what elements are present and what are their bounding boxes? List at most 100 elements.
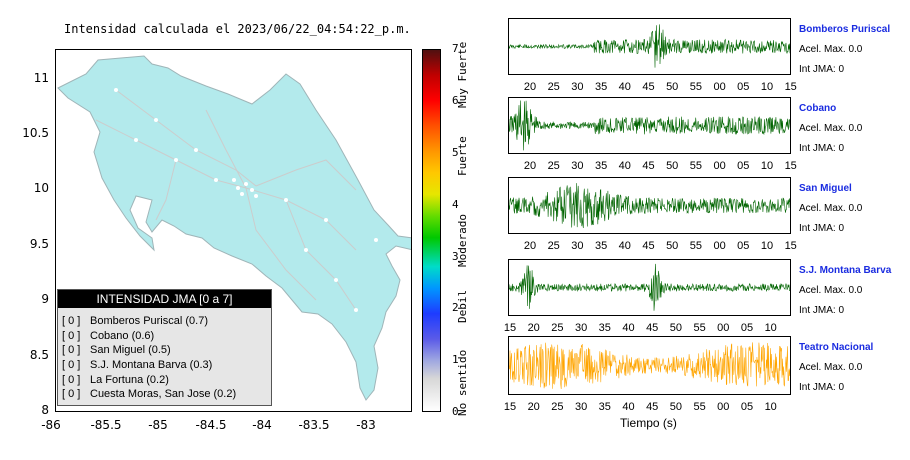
station-name: Cobano xyxy=(799,103,837,114)
legend-bracket: [ 0 ] xyxy=(62,344,81,357)
colorbar-tick: 1 xyxy=(452,353,459,367)
time-tick-label: 35 xyxy=(594,160,608,172)
land-polygon xyxy=(57,55,411,401)
time-tick-label: 20 xyxy=(523,160,537,172)
time-tick-label: 30 xyxy=(574,401,588,413)
time-tick-label: 50 xyxy=(666,240,679,252)
time-tick-label: 10 xyxy=(764,322,777,334)
time-tick-label: 55 xyxy=(693,401,706,413)
colorbar-tick: 6 xyxy=(452,94,459,108)
legend-entry: [ 0 ] San Miguel (0.5) xyxy=(62,343,271,358)
station-jma-intensity: Int JMA: 0 xyxy=(799,382,845,393)
time-tick-label: 35 xyxy=(594,81,608,93)
station-max-accel: Acel. Max. 0.0 xyxy=(799,203,863,214)
trace-line xyxy=(509,263,790,311)
legend-label: San Miguel (0.5) xyxy=(90,344,171,357)
time-tick-label: 50 xyxy=(666,160,679,172)
intensity-legend: INTENSIDAD JMA [0 a 7] [ 0 ] Bomberos Pur… xyxy=(57,289,272,406)
time-tick-label: 30 xyxy=(571,240,584,252)
time-tick-label: 50 xyxy=(669,401,683,413)
station-max-accel: Acel. Max. 0.0 xyxy=(799,285,863,296)
legend-entry: [ 0 ] Bomberos Puriscal (0.7) xyxy=(62,314,271,329)
time-tick-label: 10 xyxy=(760,81,774,93)
time-tick-label: 20 xyxy=(527,322,540,334)
time-tick-label: 15 xyxy=(784,160,797,172)
station-name: San Miguel xyxy=(799,183,852,194)
time-tick-label: 00 xyxy=(717,401,730,413)
time-tick-label: 20 xyxy=(527,401,540,413)
lat-tick-label: 10.5 xyxy=(22,126,49,140)
time-tick-label: 05 xyxy=(737,240,750,252)
time-tick-label: 20 xyxy=(523,240,537,252)
lon-tick-label: -83 xyxy=(356,418,376,432)
time-tick-label: 05 xyxy=(737,81,750,93)
intensity-colorbar xyxy=(422,49,441,412)
colorbar-tick: 3 xyxy=(452,249,459,263)
lon-tick-label: -84.5 xyxy=(195,418,227,432)
time-tick-label: 00 xyxy=(713,81,726,93)
time-tick-label: 50 xyxy=(666,81,679,93)
colorbar-tick: 2 xyxy=(452,301,459,315)
legend-title: INTENSIDAD JMA [0 a 7] xyxy=(58,290,271,308)
lon-tick-label: -85.5 xyxy=(90,418,122,432)
legend-entry: [ 0 ] Cuesta Moras, San Jose (0.2) xyxy=(62,387,271,402)
time-tick-label: 55 xyxy=(689,81,703,93)
legend-bracket: [ 0 ] xyxy=(62,329,81,342)
trace-panel[interactable] xyxy=(508,336,791,395)
colorbar-tick: 5 xyxy=(452,146,459,159)
legend-bracket: [ 0 ] xyxy=(62,388,81,401)
legend-label: S.J. Montana Barva (0.3) xyxy=(90,359,213,372)
lon-tick-label: -85 xyxy=(148,418,168,432)
lat-tick-label: 8.5 xyxy=(29,348,49,362)
time-tick-label: 35 xyxy=(598,322,611,334)
time-tick-label: 40 xyxy=(622,322,635,334)
time-tick-label: 45 xyxy=(642,81,655,93)
roads xyxy=(95,89,357,311)
trace-panel[interactable] xyxy=(508,18,791,75)
station-jma-intensity: Int JMA: 0 xyxy=(799,64,845,75)
trace-line xyxy=(509,183,790,229)
station-max-accel: Acel. Max. 0.0 xyxy=(799,123,863,134)
costa-rica-map xyxy=(57,55,411,401)
time-tick-label: 25 xyxy=(551,322,564,334)
time-tick-label: 50 xyxy=(669,322,683,334)
time-tick-label: 45 xyxy=(642,240,655,252)
time-tick-label: 10 xyxy=(764,401,777,413)
trace-time-axis: 20 25 30 35 40 45 50 55 00 05 10 15 xyxy=(508,160,797,173)
time-tick-label: 10 xyxy=(760,240,774,252)
trace-line xyxy=(509,100,790,151)
time-tick-label: 15 xyxy=(784,240,797,252)
x-axis-label: Tiempo (s) xyxy=(620,416,677,430)
trace-plot xyxy=(509,263,790,311)
time-tick-label: 10 xyxy=(760,160,774,172)
time-tick-label: 35 xyxy=(598,401,611,413)
legend-bracket: [ 0 ] xyxy=(62,359,81,372)
time-tick-label: 35 xyxy=(594,240,608,252)
trace-time-axis: 20 25 30 35 40 45 50 55 00 05 10 15 xyxy=(508,240,797,253)
lon-tick-label: -86 xyxy=(41,418,61,432)
lat-tick-label: 10 xyxy=(33,181,49,195)
lat-tick-label: 9.5 xyxy=(29,237,49,251)
trace-time-axis: 15 20 25 30 35 40 45 50 55 00 05 10 xyxy=(504,322,791,335)
legend-label: Cobano (0.6) xyxy=(90,329,155,342)
colorbar-category: Fuerte xyxy=(456,136,469,176)
legend-label: Cuesta Moras, San Jose (0.2) xyxy=(90,388,237,401)
trace-panel[interactable] xyxy=(508,259,791,316)
time-tick-label: 25 xyxy=(547,240,560,252)
time-tick-label: 45 xyxy=(646,401,659,413)
time-tick-label: 40 xyxy=(618,160,631,172)
time-tick-label: 30 xyxy=(571,160,584,172)
legend-entry: [ 0 ] La Fortuna (0.2) xyxy=(62,373,271,388)
time-tick-label: 40 xyxy=(618,81,631,93)
legend-bracket: [ 0 ] xyxy=(62,315,81,327)
trace-panel[interactable] xyxy=(508,97,791,154)
lon-tick-label: -84 xyxy=(252,418,272,432)
chart-title: Intensidad calculada el 2023/06/22_04:54… xyxy=(64,22,411,36)
station-max-accel: Acel. Max. 0.0 xyxy=(799,362,863,373)
colorbar-category: Muy Fuerte xyxy=(456,41,469,108)
time-tick-label: 55 xyxy=(689,240,703,252)
trace-plot xyxy=(509,24,790,68)
station-max-accel: Acel. Max. 0.0 xyxy=(799,44,863,55)
colorbar-tick: 7 xyxy=(452,42,459,56)
trace-panel[interactable] xyxy=(508,177,791,234)
